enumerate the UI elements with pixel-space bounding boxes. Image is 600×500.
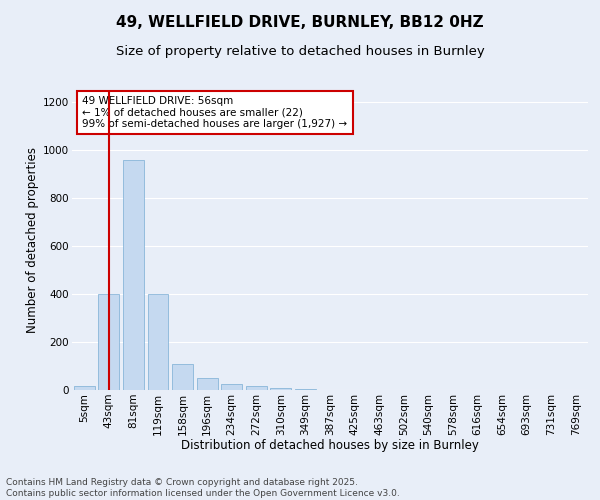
Bar xyxy=(172,364,193,390)
Bar xyxy=(221,384,242,390)
Text: Size of property relative to detached houses in Burnley: Size of property relative to detached ho… xyxy=(116,45,484,58)
Bar xyxy=(123,160,144,390)
Text: Contains HM Land Registry data © Crown copyright and database right 2025.
Contai: Contains HM Land Registry data © Crown c… xyxy=(6,478,400,498)
Bar xyxy=(74,386,95,390)
Bar xyxy=(197,378,218,390)
Bar xyxy=(246,386,267,390)
Bar xyxy=(271,388,292,390)
Bar xyxy=(148,294,169,390)
X-axis label: Distribution of detached houses by size in Burnley: Distribution of detached houses by size … xyxy=(181,439,479,452)
Text: 49 WELLFIELD DRIVE: 56sqm
← 1% of detached houses are smaller (22)
99% of semi-d: 49 WELLFIELD DRIVE: 56sqm ← 1% of detach… xyxy=(82,96,347,129)
Y-axis label: Number of detached properties: Number of detached properties xyxy=(26,147,39,333)
Bar xyxy=(98,294,119,390)
Text: 49, WELLFIELD DRIVE, BURNLEY, BB12 0HZ: 49, WELLFIELD DRIVE, BURNLEY, BB12 0HZ xyxy=(116,15,484,30)
Bar xyxy=(295,389,316,390)
